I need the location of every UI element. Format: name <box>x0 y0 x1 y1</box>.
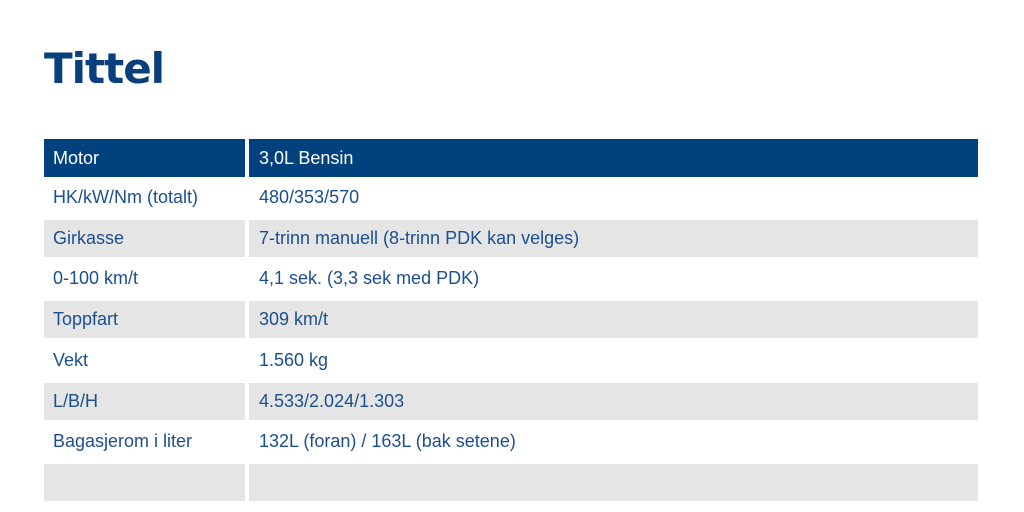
spec-row-value: 309 km/t <box>249 299 978 340</box>
table-row: 0-100 km/t 4,1 sek. (3,3 sek med PDK) <box>44 258 978 300</box>
spec-row-label: 0-100 km/t <box>44 258 249 300</box>
spec-header-value: 3,0L Bensin <box>249 139 978 177</box>
table-row: Toppfart 309 km/t <box>44 299 978 340</box>
page-title: Tittel <box>44 44 165 93</box>
spec-row-label <box>44 462 249 503</box>
spec-row-value: 132L (foran) / 163L (bak setene) <box>249 421 978 463</box>
spec-row-label: Bagasjerom i liter <box>44 421 249 463</box>
spec-header-label: Motor <box>44 139 249 177</box>
spec-row-label: HK/kW/Nm (totalt) <box>44 177 249 218</box>
spec-row-label: L/B/H <box>44 380 249 422</box>
table-row: HK/kW/Nm (totalt) 480/353/570 <box>44 177 978 218</box>
table-row: L/B/H 4.533/2.024/1.303 <box>44 380 978 422</box>
spec-row-value: 4,1 sek. (3,3 sek med PDK) <box>249 258 978 300</box>
table-row: Girkasse 7-trinn manuell (8-trinn PDK ka… <box>44 217 978 259</box>
spec-row-label: Toppfart <box>44 299 249 340</box>
spec-row-value <box>249 462 978 503</box>
table-row <box>44 462 978 503</box>
spec-row-value: 4.533/2.024/1.303 <box>249 380 978 422</box>
spec-table: Motor 3,0L Bensin HK/kW/Nm (totalt) 480/… <box>44 139 978 503</box>
spec-row-value: 1.560 kg <box>249 340 978 381</box>
spec-table-header-row: Motor 3,0L Bensin <box>44 139 978 177</box>
table-row: Bagasjerom i liter 132L (foran) / 163L (… <box>44 421 978 463</box>
spec-row-value: 480/353/570 <box>249 177 978 218</box>
table-row: Vekt 1.560 kg <box>44 340 978 381</box>
spec-row-value: 7-trinn manuell (8-trinn PDK kan velges) <box>249 217 978 259</box>
spec-table-body: HK/kW/Nm (totalt) 480/353/570 Girkasse 7… <box>44 177 978 503</box>
spec-row-label: Girkasse <box>44 217 249 259</box>
spec-row-label: Vekt <box>44 340 249 381</box>
